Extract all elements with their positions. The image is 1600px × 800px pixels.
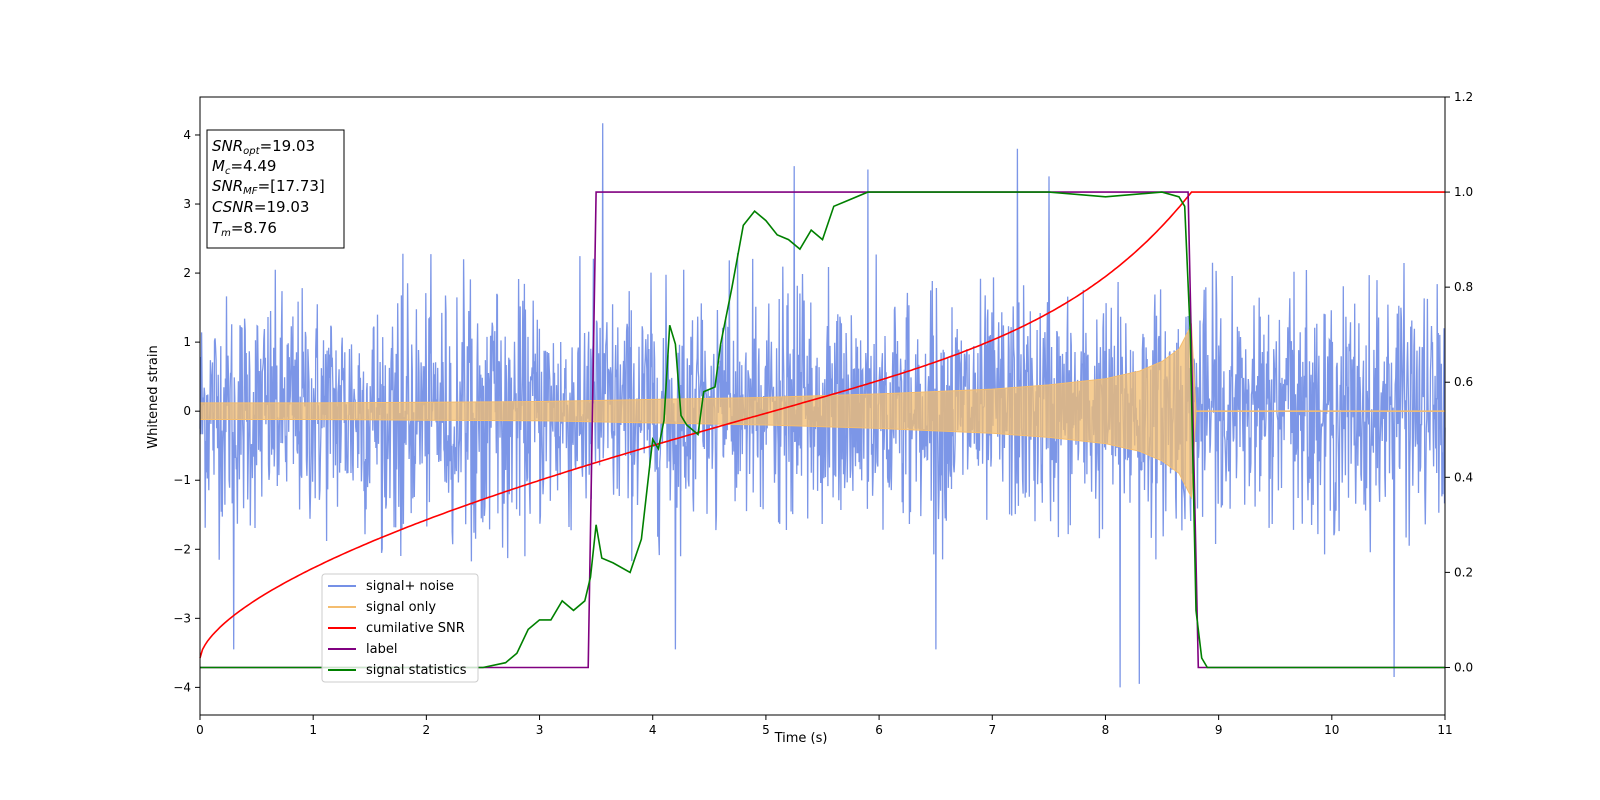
x-tick-label: 8 xyxy=(1102,723,1110,737)
x-tick-label: 5 xyxy=(762,723,770,737)
y-left-tick-label: −4 xyxy=(173,680,191,694)
y-left-tick-label: 3 xyxy=(183,197,191,211)
plot-frame xyxy=(199,96,1446,716)
annotation-line: Tm=8.76 xyxy=(212,219,277,239)
x-tick-label: 0 xyxy=(196,723,204,737)
annotation-box: SNRopt=19.03Mc=4.49SNRMF=[17.73]CSNR=19.… xyxy=(206,129,345,249)
x-tick-label: 1 xyxy=(309,723,317,737)
legend: signal+ noise signal only cumilative SNR la… xyxy=(321,573,479,683)
annotation-line: Mc=4.49 xyxy=(212,157,276,177)
axes-layer: 0 1 2 3 4 5 6 7 8 9 10 11 −4 −3 −2 −1 0 1 2 3 4 0.0 0.2 0.4 0.6 0… xyxy=(173,90,1473,737)
series-signal-plus-noise xyxy=(199,123,1446,688)
y-right-tick-label: 0.2 xyxy=(1454,565,1473,579)
annotation-frame xyxy=(206,129,345,249)
x-tick-label: 10 xyxy=(1324,723,1339,737)
legend-label: signal statistics xyxy=(366,663,467,678)
annotation-line: SNRopt=19.03 xyxy=(212,137,315,157)
legend-label: label xyxy=(366,642,397,657)
y-left-tick-label: 2 xyxy=(183,266,191,280)
y-left-tick-label: 4 xyxy=(183,128,191,142)
legend-frame xyxy=(321,573,479,683)
annotation-line: SNRMF=[17.73] xyxy=(212,177,325,197)
x-axis-label: Time (s) xyxy=(774,731,828,746)
y-right-tick-label: 0.6 xyxy=(1454,375,1473,389)
y-left-tick-label: −2 xyxy=(173,542,191,556)
y-right-tick-label: 0.8 xyxy=(1454,280,1473,294)
annotation-line: CSNR=19.03 xyxy=(212,198,309,216)
y-left-tick-label: 0 xyxy=(183,404,191,418)
x-tick-label: 9 xyxy=(1215,723,1223,737)
series-signal-statistics xyxy=(200,191,1445,669)
y-left-tick-label: 1 xyxy=(183,335,191,349)
y-axis-label: Whitened strain xyxy=(146,345,161,448)
x-tick-label: 3 xyxy=(536,723,544,737)
y-right-tick-label: 0.4 xyxy=(1454,470,1473,484)
y-right-tick-label: 1.2 xyxy=(1454,90,1473,104)
legend-label: cumilative SNR xyxy=(366,621,465,636)
x-tick-label: 4 xyxy=(649,723,657,737)
y-left-tick-label: −3 xyxy=(173,611,191,625)
y-left-tick-label: −1 xyxy=(173,473,191,487)
x-tick-label: 2 xyxy=(423,723,431,737)
legend-label: signal only xyxy=(366,600,436,615)
x-tick-label: 11 xyxy=(1437,723,1452,737)
plot-layer xyxy=(199,123,1446,688)
x-tick-label: 6 xyxy=(875,723,883,737)
y-right-tick-label: 1.0 xyxy=(1454,185,1473,199)
legend-label: signal+ noise xyxy=(366,579,454,594)
x-tick-label: 7 xyxy=(988,723,996,737)
y-right-tick-label: 0.0 xyxy=(1454,660,1473,674)
